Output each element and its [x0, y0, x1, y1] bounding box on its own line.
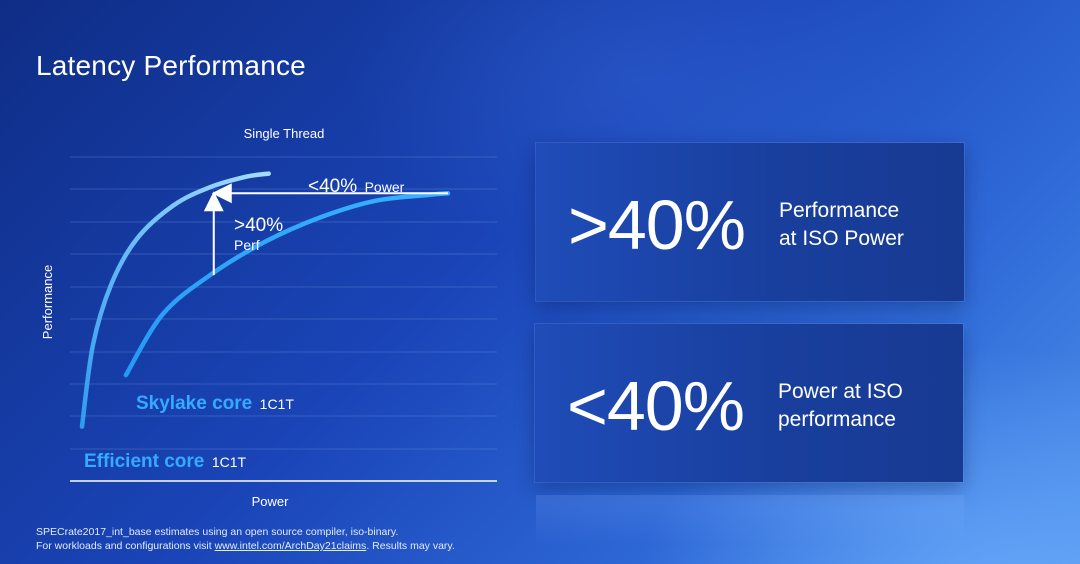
footnote-suffix: . Results may vary.	[366, 540, 455, 552]
stat-card-power: <40% Power at ISO performance	[535, 324, 963, 482]
stat-card-reflection	[536, 495, 964, 545]
perf-annotation-label: Perf	[234, 237, 260, 253]
stat-desc-line: Power at ISO	[778, 380, 903, 403]
chart-gridlines	[70, 156, 497, 450]
perf-annotation-value: >40%	[234, 215, 283, 236]
stat-value-performance: >40%	[568, 186, 746, 264]
efficient-core-series-line	[79, 171, 271, 429]
footnote-line2: For workloads and configurations visit w…	[36, 539, 455, 553]
chart-title: Single Thread	[244, 126, 325, 141]
x-axis-label: Power	[252, 494, 290, 509]
skylake-core-name: Skylake core	[136, 393, 252, 414]
stat-desc-line: performance	[778, 408, 896, 431]
footnote-line1: SPECrate2017_int_base estimates using an…	[36, 526, 399, 538]
power-annotation-label: Power	[365, 179, 405, 195]
slide-title: Latency Performance	[36, 50, 306, 81]
stat-desc-performance: Performance at ISO Power	[779, 197, 949, 253]
skylake-core-series-line	[123, 191, 451, 378]
footnote-prefix: For workloads and configurations visit	[36, 540, 215, 552]
y-axis-label: Performance	[40, 265, 55, 339]
skylake-core-suffix: 1C1T	[260, 396, 295, 412]
stat-desc-power: Power at ISO performance	[778, 378, 948, 434]
efficient-core-name: Efficient core	[84, 451, 204, 472]
stat-desc-line: at ISO Power	[779, 227, 904, 250]
stat-card-performance: >40% Performance at ISO Power	[536, 143, 964, 301]
power-annotation: <40% Power	[308, 176, 405, 197]
stat-value-power: <40%	[567, 367, 745, 445]
skylake-core-label: Skylake core 1C1T	[136, 393, 294, 414]
stat-desc-line: Performance	[779, 199, 900, 222]
claims-link[interactable]: www.intel.com/ArchDay21claims	[214, 540, 367, 552]
footnote: SPECrate2017_int_base estimates using an…	[36, 525, 455, 553]
efficient-core-suffix: 1C1T	[212, 454, 247, 470]
efficient-core-label: Efficient core 1C1T	[84, 451, 247, 472]
power-annotation-value: <40%	[308, 176, 357, 197]
